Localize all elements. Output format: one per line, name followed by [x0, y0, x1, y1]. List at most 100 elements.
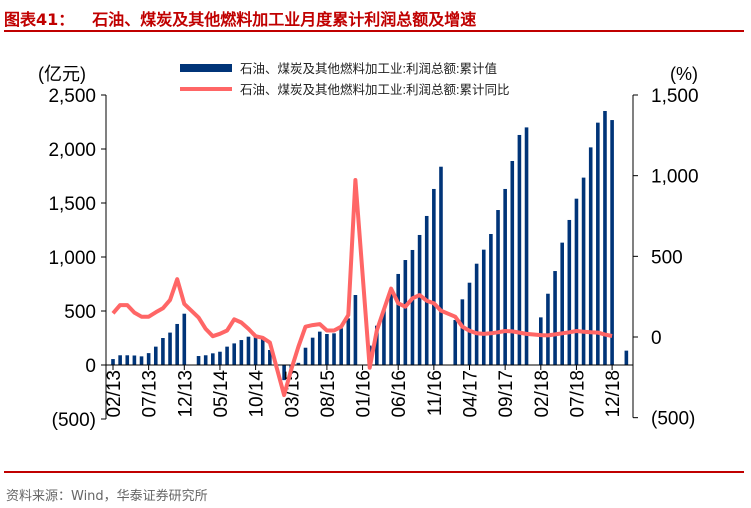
- bar: [132, 355, 137, 365]
- legend-line-label: 石油、煤炭及其他燃料加工业:利润总额:累计同比: [240, 82, 509, 97]
- right-tick-label: 1,500: [651, 86, 699, 107]
- bar: [196, 356, 201, 365]
- bar: [168, 332, 172, 365]
- bar: [553, 271, 557, 365]
- bar: [232, 343, 237, 365]
- bar: [546, 293, 550, 365]
- bar: [581, 177, 586, 365]
- bar: [481, 249, 486, 365]
- bar: [246, 336, 251, 365]
- bar: [153, 346, 158, 365]
- bar: [439, 166, 443, 365]
- bar: [539, 317, 543, 365]
- figure-number: 图表41：: [4, 10, 75, 29]
- growth-line: [111, 178, 613, 398]
- x-tick-label: 10/14: [247, 370, 268, 418]
- bar: [396, 273, 400, 365]
- bar: [375, 325, 379, 365]
- bar: [596, 122, 600, 365]
- title-rule: [4, 30, 744, 32]
- bar: [346, 318, 351, 365]
- bar: [118, 355, 122, 365]
- bar: [410, 249, 415, 365]
- left-tick-label: 2,000: [48, 140, 96, 161]
- figure-title-text: 石油、煤炭及其他燃料加工业月度累计利润总额及增速: [92, 10, 477, 29]
- left-tick-label: 0: [85, 356, 96, 377]
- bar: [175, 323, 179, 365]
- x-tick-label: 07/13: [140, 370, 161, 418]
- bar: [467, 282, 472, 365]
- bar: [574, 198, 579, 365]
- source-note: 资料来源：Wind，华泰证券研究所: [6, 489, 208, 504]
- bar: [403, 260, 408, 365]
- bar: [111, 359, 115, 365]
- bar: [303, 347, 308, 365]
- right-tick-label: 0: [651, 328, 662, 349]
- bar: [453, 319, 458, 365]
- x-tick-label: 09/17: [496, 370, 517, 418]
- bar: [382, 309, 386, 365]
- bar: [588, 147, 593, 365]
- bar: [218, 351, 222, 365]
- bar: [353, 295, 358, 365]
- x-tick-label: 12/13: [175, 370, 196, 418]
- bar: [282, 365, 286, 381]
- x-tick-label: 02/13: [104, 370, 125, 418]
- bar: [624, 350, 629, 365]
- bar: [182, 313, 187, 365]
- bar: [332, 333, 336, 365]
- bar: [203, 355, 208, 365]
- bar: [253, 336, 258, 365]
- x-tick-label: 06/16: [389, 370, 410, 418]
- bar: [432, 188, 436, 365]
- left-axis-unit: (亿元): [38, 64, 86, 84]
- left-tick-label: 1,500: [48, 194, 96, 215]
- bar: [510, 160, 515, 365]
- bar: [610, 120, 614, 365]
- bar: [211, 353, 215, 365]
- bar: [161, 338, 165, 365]
- x-tick-label: 05/14: [211, 370, 232, 418]
- bar: [424, 215, 429, 365]
- left-tick-label: (500): [52, 410, 96, 431]
- bar: [146, 353, 151, 365]
- bar: [474, 263, 479, 365]
- left-tick-label: 2,500: [48, 86, 96, 107]
- x-tick-label: 11/16: [425, 370, 446, 416]
- bar: [503, 188, 507, 365]
- bar: [310, 337, 315, 365]
- footer-rule: [4, 471, 744, 473]
- bar: [603, 110, 607, 365]
- x-tick-label: 12/18: [603, 370, 624, 418]
- bar: [389, 290, 393, 365]
- right-tick-label: 500: [651, 247, 683, 268]
- x-tick-label: 07/18: [567, 370, 588, 418]
- figure-title: 图表41： 石油、煤炭及其他燃料加工业月度累计利润总额及增速: [4, 6, 494, 30]
- right-tick-label: 1,000: [651, 167, 699, 188]
- bar: [560, 242, 564, 365]
- bar: [325, 334, 329, 365]
- left-tick-label: 1,000: [48, 248, 96, 269]
- x-tick-label: 01/16: [354, 370, 375, 418]
- bar: [125, 355, 130, 365]
- bar: [139, 356, 144, 365]
- bar: [296, 362, 301, 365]
- bar: [339, 328, 343, 365]
- bar: [225, 346, 229, 365]
- x-tick-label: 02/18: [532, 370, 553, 418]
- x-tick-label: 04/17: [461, 370, 482, 418]
- left-tick-label: 500: [64, 302, 96, 323]
- right-tick-label: (500): [651, 409, 695, 430]
- bar: [260, 339, 265, 365]
- legend-bar-swatch: [180, 64, 232, 72]
- bar: [489, 233, 493, 365]
- bar: [460, 299, 465, 365]
- bar: [517, 134, 522, 365]
- bar: [317, 331, 322, 365]
- bar: [417, 234, 422, 365]
- bar: [496, 210, 500, 365]
- legend-bar-label: 石油、煤炭及其他燃料加工业:利润总额:累计值: [240, 61, 497, 76]
- bar: [524, 127, 529, 366]
